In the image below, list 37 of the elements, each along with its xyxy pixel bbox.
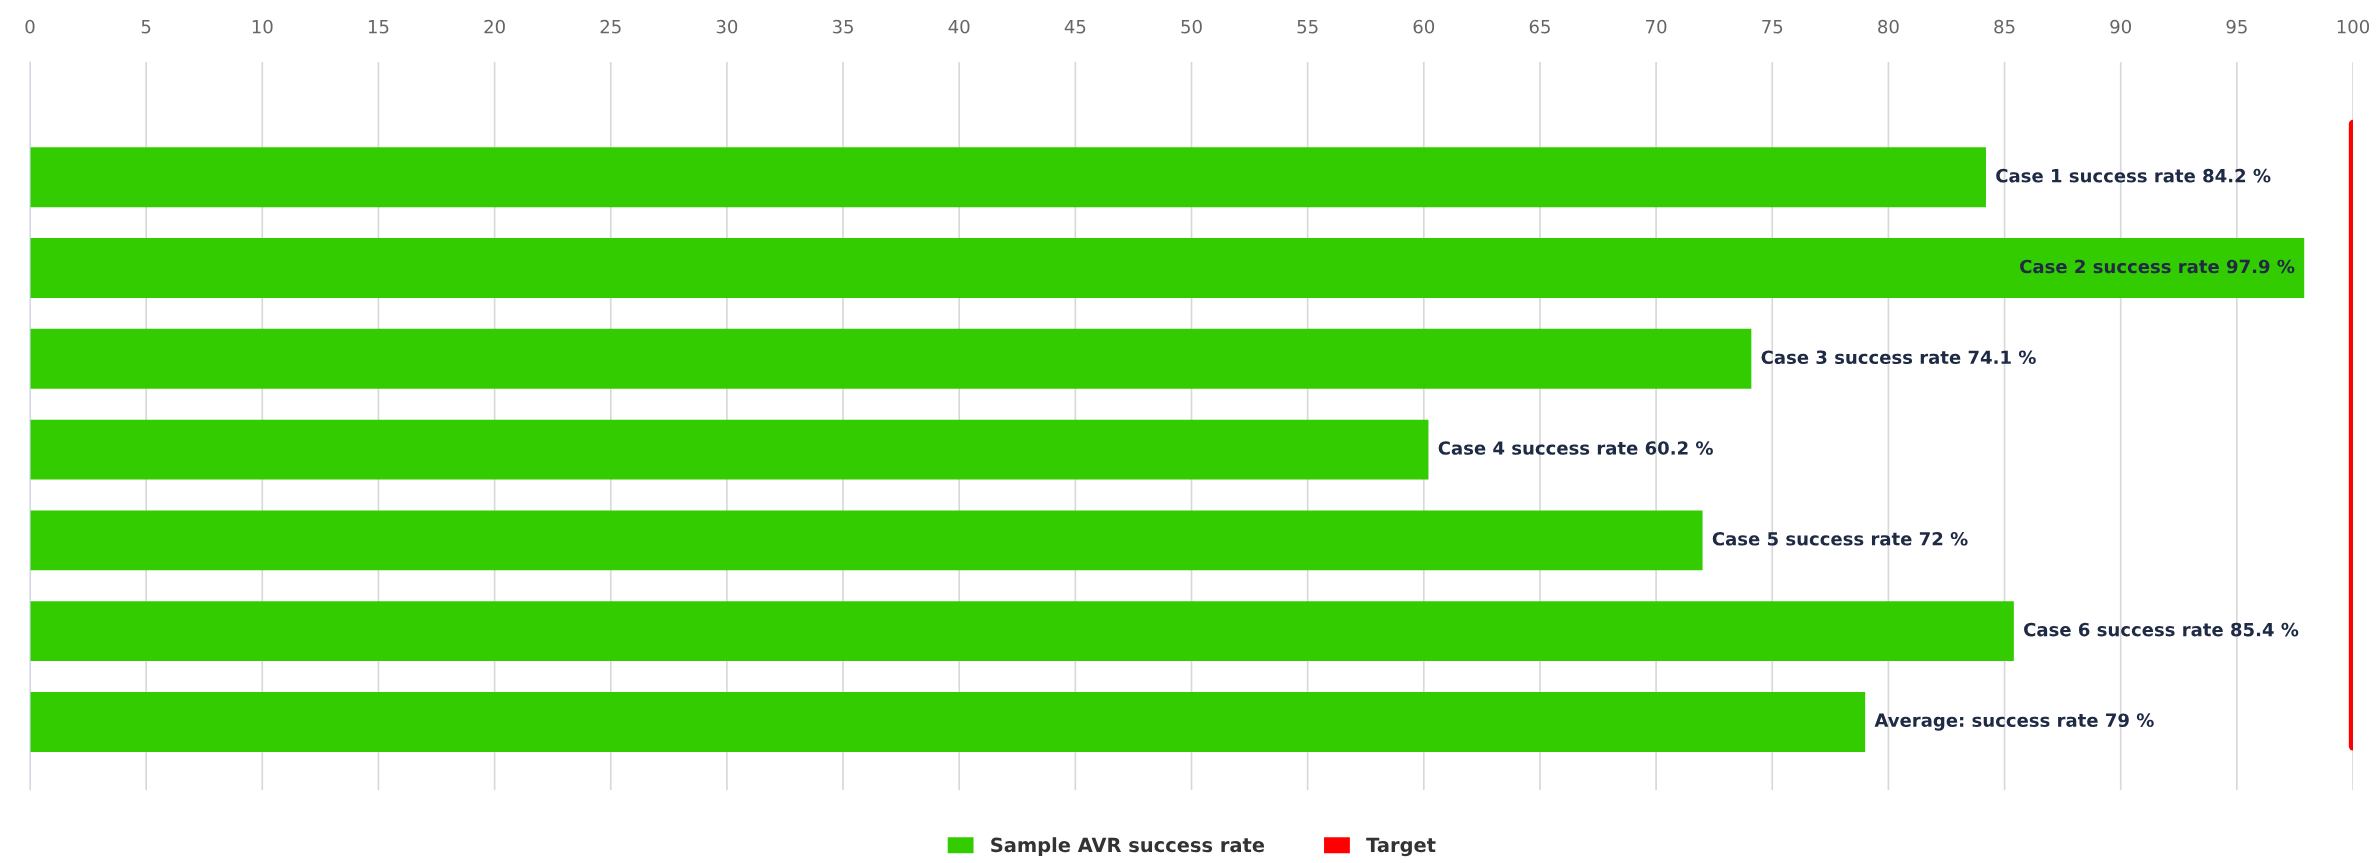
x-tick-label: 20 [484,19,505,34]
x-tick-label: 15 [368,20,389,34]
x-tick-label: 80 [1878,19,1899,34]
x-tick-label: 40 [948,19,970,34]
x-tick-label: 60 [1413,19,1435,34]
x-tick-label: 85 [1994,19,2015,34]
x-tick-label: 35 [832,19,853,34]
data-label: Case 6 success rate 85.4 % [2024,622,2299,637]
data-label: Case 3 success rate 74.1 % [1761,350,2036,365]
data-label: Average: success rate 79 % [1874,713,2154,731]
x-tick-label: 25 [600,19,621,34]
x-tick-label: 65 [1529,19,1550,34]
x-tick-label: 45 [1064,20,1086,34]
x-tick-label: 10 [252,19,273,34]
x-tick-label: 70 [1646,19,1667,34]
x-tick-label: 95 [2226,19,2247,34]
x-tick-label: 50 [1181,19,1202,34]
x-tick-label: 0 [25,19,35,34]
x-tick-label: 90 [2110,19,2131,34]
data-label: Case 5 success rate 72 % [1712,531,1968,546]
bar [30,419,1429,480]
x-tick-label: 100 [2337,19,2370,34]
bar [30,510,1703,571]
x-tick-label: 75 [1762,20,1783,34]
bar [30,601,2014,662]
x-tick-label: 55 [1297,20,1318,34]
legend-label: Sample AVR success rate [991,837,1265,857]
bar [30,328,1752,389]
data-label: Case 4 success rate 60.2 % [1438,441,1713,455]
x-tick-label: 30 [716,19,738,34]
data-label: Case 1 success rate 84.2 % [1996,168,2271,183]
bar [30,147,1986,208]
x-tick-label: 5 [141,20,151,34]
legend-label: Target [1366,837,1436,857]
data-label: Case 2 success rate 97.9 % [2020,259,2295,274]
bar [30,691,1866,752]
bar [30,238,2305,299]
